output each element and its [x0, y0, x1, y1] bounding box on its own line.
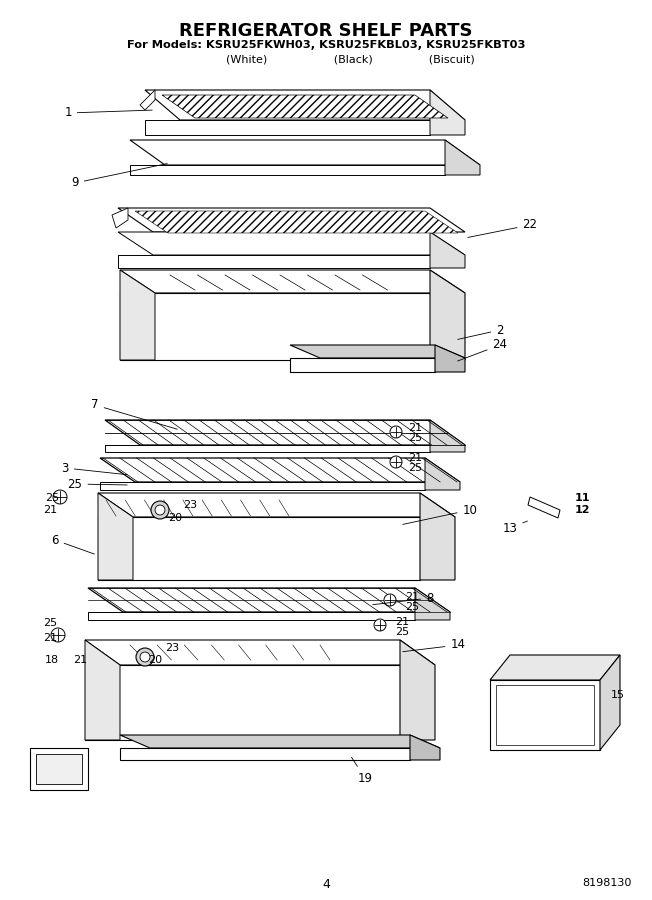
Polygon shape [415, 588, 450, 620]
Text: 18: 18 [45, 655, 59, 665]
Circle shape [384, 594, 396, 606]
Polygon shape [430, 420, 465, 452]
Text: 25: 25 [43, 618, 57, 628]
Text: 21: 21 [405, 592, 419, 602]
Polygon shape [430, 232, 465, 268]
Polygon shape [490, 680, 600, 750]
Bar [36, 754, 82, 784]
Polygon shape [105, 420, 465, 445]
Text: 9: 9 [71, 164, 168, 190]
Text: 2: 2 [458, 323, 504, 339]
Polygon shape [410, 735, 440, 760]
Circle shape [151, 501, 169, 519]
Polygon shape [400, 640, 435, 740]
Polygon shape [100, 458, 460, 482]
Text: 25: 25 [408, 433, 422, 443]
Polygon shape [118, 232, 465, 255]
Text: 21: 21 [408, 423, 422, 433]
Polygon shape [100, 482, 425, 490]
Circle shape [140, 652, 150, 662]
Text: 21: 21 [43, 505, 57, 515]
Text: For Models: KSRU25FKWH03, KSRU25FKBL03, KSRU25FKBT03: For Models: KSRU25FKWH03, KSRU25FKBL03, … [126, 40, 526, 50]
Polygon shape [445, 140, 480, 175]
Polygon shape [120, 735, 440, 748]
Text: REFRIGERATOR SHELF PARTS: REFRIGERATOR SHELF PARTS [179, 22, 473, 40]
Polygon shape [162, 95, 448, 118]
Text: 14: 14 [403, 638, 466, 652]
Text: 20: 20 [148, 655, 162, 665]
Polygon shape [140, 90, 155, 110]
Text: 23: 23 [165, 643, 179, 653]
Polygon shape [435, 345, 465, 372]
Polygon shape [120, 270, 465, 293]
Polygon shape [88, 612, 415, 620]
Bar [30, 748, 88, 790]
Text: 25: 25 [45, 493, 59, 503]
Polygon shape [430, 270, 465, 360]
Polygon shape [120, 293, 430, 360]
Polygon shape [528, 497, 560, 518]
Polygon shape [98, 493, 455, 517]
Polygon shape [130, 140, 480, 165]
Polygon shape [430, 90, 465, 135]
Polygon shape [130, 165, 445, 175]
Polygon shape [120, 748, 410, 760]
Polygon shape [145, 120, 430, 135]
Polygon shape [98, 493, 133, 580]
Polygon shape [105, 445, 430, 452]
Polygon shape [85, 665, 400, 740]
Polygon shape [85, 640, 120, 740]
Circle shape [53, 490, 67, 504]
Text: 13: 13 [503, 521, 527, 535]
Text: 23: 23 [183, 500, 197, 510]
Text: 4: 4 [322, 878, 330, 891]
Text: 25: 25 [395, 627, 409, 637]
Text: 19: 19 [351, 757, 372, 785]
Text: 8: 8 [373, 591, 434, 605]
Circle shape [390, 456, 402, 468]
Text: 6: 6 [52, 534, 95, 554]
Polygon shape [118, 255, 430, 268]
Polygon shape [600, 655, 620, 750]
Polygon shape [120, 270, 155, 360]
Text: 10: 10 [403, 503, 477, 525]
Polygon shape [425, 458, 460, 490]
Text: 15: 15 [611, 690, 625, 700]
Polygon shape [290, 358, 435, 372]
Circle shape [374, 619, 386, 631]
Polygon shape [420, 493, 455, 580]
Circle shape [51, 628, 65, 642]
Polygon shape [290, 345, 465, 358]
Text: 11: 11 [574, 493, 590, 503]
Polygon shape [85, 640, 435, 665]
Text: 8198130: 8198130 [583, 878, 632, 888]
Circle shape [390, 426, 402, 438]
Text: 20: 20 [168, 513, 182, 523]
Polygon shape [490, 655, 620, 680]
Polygon shape [88, 588, 450, 612]
Polygon shape [98, 517, 420, 580]
Polygon shape [112, 208, 128, 228]
Text: 25: 25 [68, 478, 127, 491]
Circle shape [136, 648, 154, 666]
Text: 1: 1 [65, 106, 152, 120]
Text: 21: 21 [395, 617, 409, 627]
Text: 12: 12 [574, 505, 590, 515]
Text: 24: 24 [458, 338, 507, 361]
Text: (White)                   (Black)                (Biscuit): (White) (Black) (Biscuit) [177, 54, 475, 64]
Polygon shape [118, 208, 465, 232]
Text: 7: 7 [91, 399, 177, 429]
Text: 21: 21 [408, 453, 422, 463]
Text: 3: 3 [61, 462, 127, 474]
Text: 22: 22 [467, 219, 537, 238]
Text: 25: 25 [408, 463, 422, 473]
Text: 21: 21 [73, 655, 87, 665]
Polygon shape [145, 90, 465, 120]
Polygon shape [135, 211, 458, 233]
Circle shape [155, 505, 165, 515]
Text: 25: 25 [405, 602, 419, 612]
Text: 21: 21 [43, 633, 57, 643]
